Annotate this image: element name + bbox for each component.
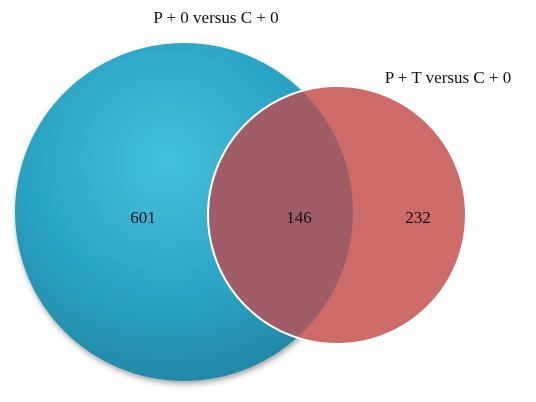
intersection-count: 146 [286, 208, 312, 227]
set-a-only-count: 601 [130, 208, 156, 227]
intersection-region [208, 86, 353, 344]
set-b-only-count: 232 [405, 208, 431, 227]
set-b-label: P + T versus C + 0 [385, 68, 512, 87]
set-b-outline [207, 85, 467, 345]
set-a-label: P + 0 versus C + 0 [153, 8, 278, 27]
